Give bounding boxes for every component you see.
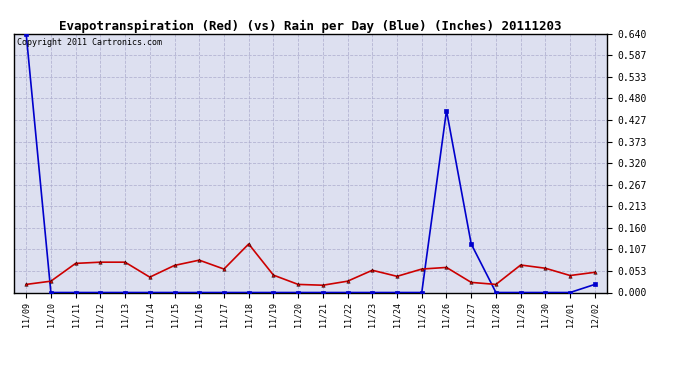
Text: Copyright 2011 Cartronics.com: Copyright 2011 Cartronics.com xyxy=(17,38,161,46)
Title: Evapotranspiration (Red) (vs) Rain per Day (Blue) (Inches) 20111203: Evapotranspiration (Red) (vs) Rain per D… xyxy=(59,20,562,33)
